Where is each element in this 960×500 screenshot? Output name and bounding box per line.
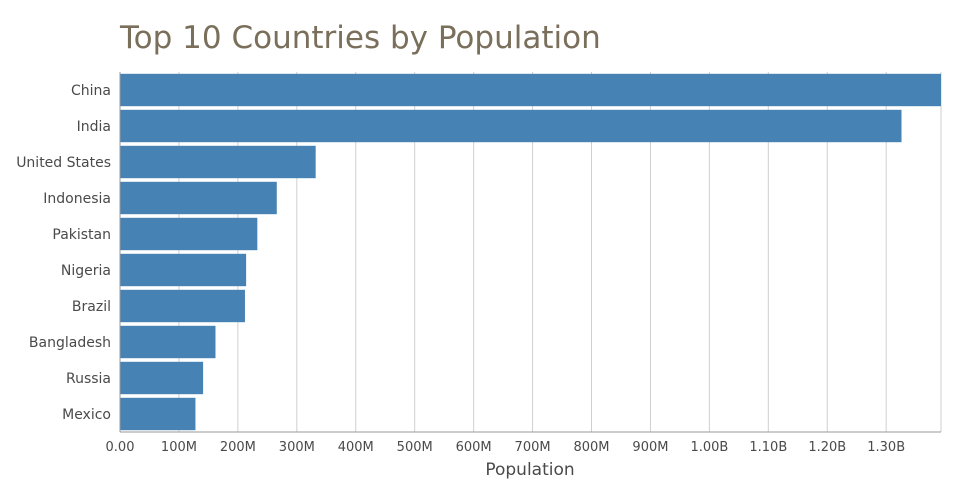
bar <box>120 361 204 395</box>
x-tick-label: 200M <box>220 440 256 455</box>
bar <box>120 181 277 215</box>
category-label: Pakistan <box>52 227 111 243</box>
x-tick-label: 700M <box>515 440 551 455</box>
bar <box>120 289 245 323</box>
bar <box>120 325 216 359</box>
category-label: Indonesia <box>43 191 111 207</box>
x-tick-label: 100M <box>161 440 197 455</box>
x-axis-title: Population <box>485 460 574 480</box>
x-tick-labels: 0.00 100M 200M 300M 400M 500M 600M 700M 800M 900M… <box>106 440 906 455</box>
x-tick-label: 1.00B <box>690 440 728 455</box>
category-label: China <box>71 83 111 99</box>
category-labels: China India United States Indonesia Pakistan… <box>16 83 111 423</box>
x-tick-label: 1.30B <box>867 440 905 455</box>
x-tick-label: 600M <box>456 440 492 455</box>
bars <box>120 73 941 431</box>
category-label: Brazil <box>72 299 111 315</box>
x-tick-label: 1.20B <box>808 440 846 455</box>
category-label: India <box>77 119 111 135</box>
chart-title: Top 10 Countries by Population <box>119 20 601 56</box>
x-tick-label: 0.00 <box>106 440 135 455</box>
category-label: United States <box>16 155 111 171</box>
bar <box>120 145 316 179</box>
x-tick-label: 400M <box>338 440 374 455</box>
category-label: Bangladesh <box>29 335 111 351</box>
x-tick-label: 500M <box>397 440 433 455</box>
bar <box>120 109 902 143</box>
bar <box>120 217 258 251</box>
category-label: Nigeria <box>61 263 111 279</box>
bar <box>120 73 941 107</box>
x-tick-label: 1.10B <box>749 440 787 455</box>
x-tick-label: 300M <box>279 440 315 455</box>
category-label: Mexico <box>62 407 111 423</box>
x-tick-label: 800M <box>573 440 609 455</box>
bar <box>120 397 196 431</box>
bar <box>120 253 247 287</box>
x-tick-label: 900M <box>632 440 668 455</box>
category-label: Russia <box>66 371 111 387</box>
